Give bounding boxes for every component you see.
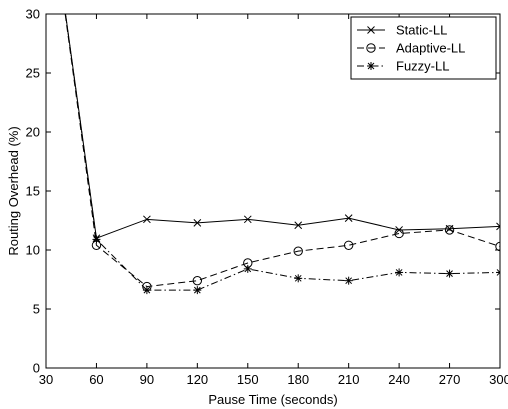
series-line-1 [64,14,500,288]
data-point [495,241,500,252]
data-point [445,269,454,278]
legend-marker [367,62,375,70]
data-point [92,235,101,244]
series-line-0 [65,14,500,239]
data-point [193,286,202,295]
y-tick-label: 0 [33,361,40,376]
data-point [192,275,203,286]
data-point [293,246,303,256]
series-group [64,14,500,295]
data-point [496,268,500,277]
data-point [142,286,151,295]
legend: Static-LL Adaptive-LL Fuzzy-LL [350,16,497,80]
x-tick-label: 120 [186,372,208,387]
x-tick-label: 210 [338,372,360,387]
x-axis-label: Pause Time (seconds) [208,392,337,407]
data-point [394,228,404,239]
data-point [343,240,354,250]
data-point [193,219,202,227]
data-point [243,215,252,224]
data-point [395,226,403,234]
y-tick-label: 10 [26,243,40,258]
x-tick-label: 90 [140,372,154,387]
y-tick-label: 25 [26,66,40,81]
data-point [143,215,151,224]
legend-label: Fuzzy-LL [396,59,449,74]
x-tick-label: 180 [287,372,309,387]
axis-ticks: 30 60 90 120 150 180 210 240 270 300 0 5 10 15 20 25 30 [26,7,508,388]
data-point [294,274,303,283]
legend-marker [367,26,375,34]
data-point [294,221,303,230]
x-tick-label: 30 [39,372,53,387]
data-point [395,268,404,277]
x-tick-label: 270 [439,372,461,387]
data-point [496,222,500,231]
data-point [444,225,455,235]
x-tick-label: 150 [237,372,259,387]
data-point [344,276,353,285]
legend-label: Adaptive-LL [396,41,465,56]
legend-label: Static-LL [396,23,447,38]
data-point [344,214,353,222]
y-tick-label: 15 [26,184,40,199]
x-tick-label: 300 [489,372,508,387]
y-tick-label: 5 [33,302,40,317]
y-tick-label: 20 [26,125,40,140]
data-point [243,264,252,273]
x-tick-label: 240 [388,372,410,387]
series-line-2 [64,14,500,291]
y-tick-label: 30 [26,7,40,22]
legend-marker [366,43,376,53]
y-axis-label: Routing Overhead (%) [6,126,21,255]
x-tick-label: 60 [89,372,103,387]
